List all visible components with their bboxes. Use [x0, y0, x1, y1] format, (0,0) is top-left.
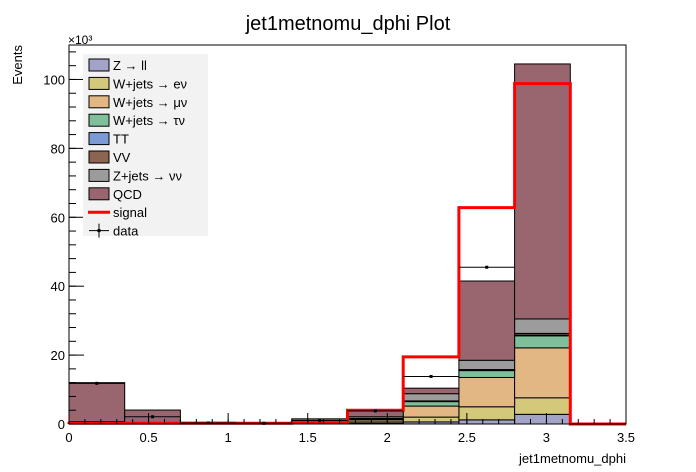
data-point-0 — [95, 381, 99, 385]
legend-label: signal — [113, 205, 147, 220]
legend-label: W+jets → μν — [113, 95, 187, 110]
bar-3-bin-8 — [514, 335, 571, 349]
bar-7-bin-8 — [514, 63, 571, 320]
legend-swatch — [88, 113, 110, 127]
bar-6-bin-7 — [458, 359, 516, 371]
bar-7-bin-6 — [402, 387, 460, 395]
data-point-6 — [429, 374, 433, 378]
y-tick-label: 40 — [51, 279, 65, 294]
x-tick-label: 2.5 — [458, 430, 476, 445]
data-point-5 — [373, 409, 377, 413]
bar-6-bin-8 — [514, 318, 571, 334]
x-tick-label: 3 — [543, 430, 550, 445]
data-points — [69, 265, 515, 425]
legend-swatch — [88, 132, 110, 146]
y-tick-label: 20 — [51, 348, 65, 363]
data-point-7 — [485, 265, 489, 269]
x-axis-label: jet1metnomu_dphi — [518, 451, 626, 466]
data-point-1 — [151, 415, 155, 419]
x-tick-label: 0 — [65, 430, 72, 445]
plot-frame — [68, 44, 627, 425]
bar-2-bin-8 — [514, 347, 571, 399]
legend-swatch — [97, 229, 101, 233]
x-tick-label: 2 — [384, 430, 391, 445]
data-point-3 — [262, 421, 266, 425]
data-point-2 — [206, 421, 210, 425]
y-tick-label: 100 — [43, 72, 65, 87]
legend-label: Z+jets → νν — [113, 168, 182, 183]
axes: 0 0.5 1 1.5 2 2.5 3 3.5 0 20 40 60 80 100 — [43, 44, 635, 445]
y-axis-label: Events — [10, 45, 25, 85]
bar-2-bin-7 — [458, 376, 516, 408]
data-point-4 — [318, 419, 322, 423]
y-axis-multiplier: ×10³ — [68, 33, 92, 47]
bar-7-bin-7 — [458, 280, 516, 361]
legend-swatch — [88, 95, 110, 109]
legend-swatch — [88, 76, 110, 90]
legend-swatch — [88, 150, 110, 164]
x-tick-label: 1.5 — [299, 430, 317, 445]
legend: Z → ll W+jets → eν W+jets → μν W+jets → τν T… — [83, 54, 208, 239]
legend-label: W+jets → τν — [113, 113, 185, 128]
bar-6-bin-6 — [402, 393, 460, 402]
legend-label: Z → ll — [113, 58, 147, 73]
bar-7-bin-0 — [68, 382, 126, 423]
legend-swatch — [88, 58, 110, 72]
legend-swatch — [88, 168, 110, 182]
bar-3-bin-7 — [458, 370, 516, 378]
legend-label: data — [113, 224, 139, 239]
y-tick-label: 0 — [58, 417, 65, 432]
y-tick-label: 80 — [51, 141, 65, 156]
bar-3-bin-6 — [402, 401, 460, 407]
stacked-bars — [68, 63, 571, 425]
y-tick-label: 60 — [51, 210, 65, 225]
bar-2-bin-6 — [402, 405, 460, 418]
legend-label: W+jets → eν — [113, 76, 187, 91]
x-tick-label: 0.5 — [140, 430, 158, 445]
bar-1-bin-8 — [514, 397, 571, 415]
legend-label: TT — [113, 132, 129, 147]
chart-title: jet1metnomu_dphi Plot — [245, 13, 451, 35]
legend-label: QCD — [113, 187, 142, 202]
x-tick-label: 3.5 — [617, 430, 635, 445]
legend-label: VV — [113, 150, 131, 165]
legend-swatch — [88, 187, 110, 201]
x-tick-label: 1 — [225, 430, 232, 445]
